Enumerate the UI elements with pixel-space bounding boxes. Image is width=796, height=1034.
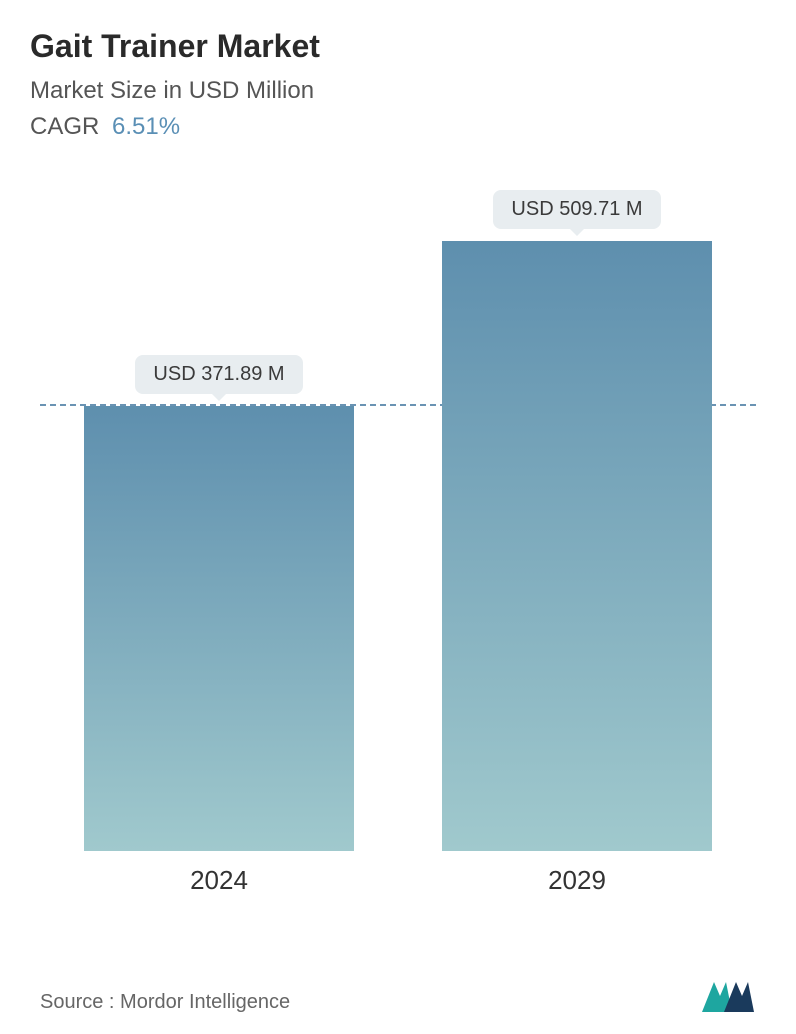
bar-0 [84,406,355,851]
chart-area: USD 371.89 M USD 509.71 M 2024 2029 [40,181,756,944]
source-text: Source : Mordor Intelligence [40,991,290,1014]
chart-title: Gait Trainer Market [30,28,766,65]
cagr-label: CAGR [30,113,99,140]
chart-subtitle: Market Size in USD Million [30,77,766,105]
value-badge-0: USD 371.89 M [135,355,302,394]
plot-region: USD 371.89 M USD 509.71 M [40,181,756,851]
cagr-value: 6.51% [112,113,180,140]
value-badge-1: USD 509.71 M [493,190,660,229]
footer: Source : Mordor Intelligence [30,974,766,1014]
bar-1 [442,241,713,851]
x-label-0: 2024 [61,865,376,896]
bar-group-1: USD 509.71 M [419,181,734,851]
bars-row: USD 371.89 M USD 509.71 M [40,181,756,851]
brand-logo-icon [700,974,756,1014]
cagr-line: CAGR 6.51% [30,113,766,141]
chart-container: Gait Trainer Market Market Size in USD M… [0,0,796,1034]
bar-group-0: USD 371.89 M [61,181,376,851]
x-label-1: 2029 [419,865,734,896]
x-axis-labels: 2024 2029 [40,865,756,896]
